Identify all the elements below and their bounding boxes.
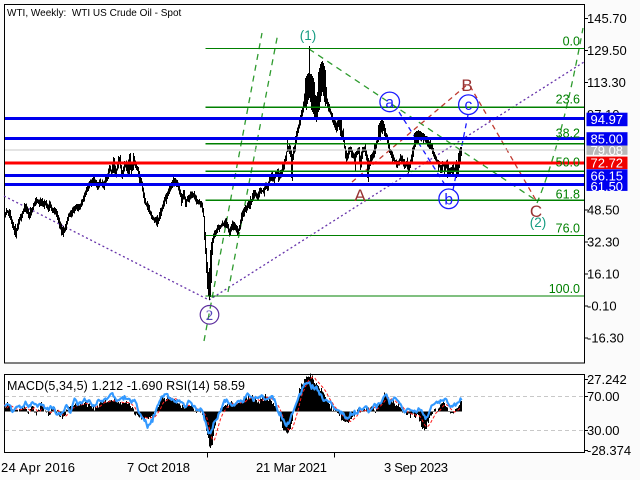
svg-text:94.97: 94.97 <box>591 112 624 127</box>
svg-text:b: b <box>444 191 453 208</box>
svg-text:21 Mar 2021: 21 Mar 2021 <box>256 460 327 475</box>
svg-text:129.50: 129.50 <box>587 43 627 58</box>
svg-text:-16.30: -16.30 <box>587 330 624 345</box>
svg-text:48.50: 48.50 <box>587 203 620 218</box>
svg-text:WTI, Weekly: WTI US Crude Oil: WTI, Weekly: WTI US Crude Oil - Spot <box>7 8 182 19</box>
svg-text:76.0: 76.0 <box>556 222 580 236</box>
svg-text:a: a <box>385 94 394 111</box>
svg-text:-0.10: -0.10 <box>587 299 617 314</box>
svg-text:-28.374: -28.374 <box>587 443 631 458</box>
svg-text:16.10: 16.10 <box>587 267 620 282</box>
svg-text:100.0: 100.0 <box>549 282 580 296</box>
svg-text:113.30: 113.30 <box>587 75 626 90</box>
svg-text:23.6: 23.6 <box>556 93 580 107</box>
svg-text:61.50: 61.50 <box>591 179 624 194</box>
svg-text:72.72: 72.72 <box>591 155 624 170</box>
svg-text:30.00: 30.00 <box>587 423 620 438</box>
svg-text:A: A <box>354 186 366 205</box>
svg-text:79.08: 79.08 <box>591 143 624 158</box>
svg-text:38.2: 38.2 <box>556 127 580 141</box>
svg-text:(1): (1) <box>300 28 317 43</box>
svg-text:C: C <box>530 202 542 221</box>
svg-text:24 Apr 2016: 24 Apr 2016 <box>1 460 75 475</box>
svg-text:3 Sep 2023: 3 Sep 2023 <box>384 460 448 475</box>
svg-text:70.00: 70.00 <box>587 389 620 404</box>
svg-text:50.0: 50.0 <box>556 156 580 170</box>
svg-text:MACD(5,34,5) 1.212 -1.690 RSI(: MACD(5,34,5) 1.212 -1.690 RSI(14) 58.59 <box>7 379 245 393</box>
svg-text:27.242: 27.242 <box>587 372 627 387</box>
svg-text:66.15: 66.15 <box>591 169 624 184</box>
svg-text:85.00: 85.00 <box>591 132 624 147</box>
svg-text:7 Oct 2018: 7 Oct 2018 <box>127 460 190 475</box>
svg-text:145.70: 145.70 <box>587 11 627 26</box>
svg-text:(2): (2) <box>530 215 547 230</box>
svg-text:B: B <box>461 76 472 95</box>
svg-text:61.8: 61.8 <box>556 188 580 202</box>
svg-text:0.0: 0.0 <box>563 35 580 49</box>
svg-text:c: c <box>465 97 473 114</box>
svg-text:32.30: 32.30 <box>587 235 620 250</box>
svg-text:2: 2 <box>206 308 214 324</box>
